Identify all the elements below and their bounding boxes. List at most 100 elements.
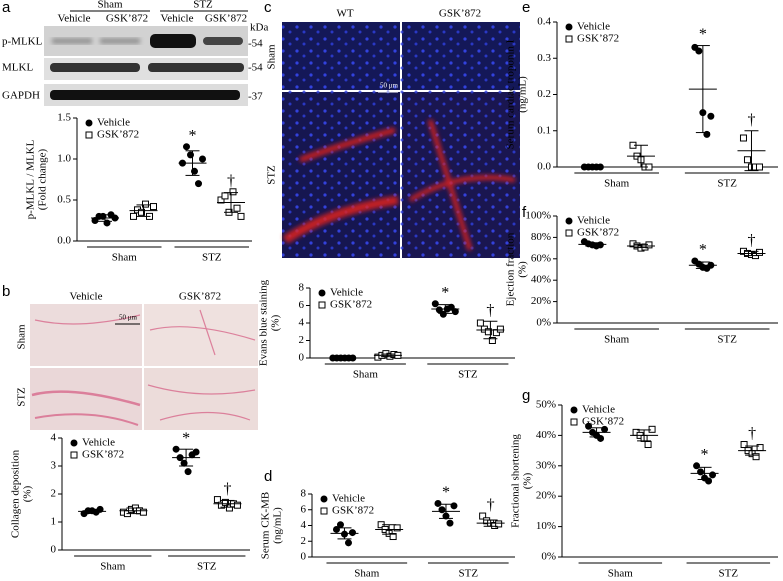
y-axis-label: (ng/mL) bbox=[272, 507, 284, 544]
data-point bbox=[344, 539, 352, 547]
legend-label: Vehicle bbox=[330, 287, 363, 299]
legend-marker bbox=[318, 301, 326, 309]
legend-label: GSK’872 bbox=[582, 416, 624, 428]
histology-b: Vehicle GSK’872 Sham STZ 50 μm bbox=[16, 291, 258, 430]
x-tick-label: STZ bbox=[717, 334, 737, 346]
data-point bbox=[184, 468, 192, 476]
y-axis-label: (ng/mL) bbox=[517, 76, 529, 113]
legend-marker bbox=[565, 229, 573, 237]
y-tick-label: 100% bbox=[525, 210, 551, 222]
legend-label: Vehicle bbox=[82, 437, 115, 449]
data-point bbox=[438, 506, 446, 514]
data-point bbox=[150, 203, 157, 211]
blot-group: Sham bbox=[97, 0, 123, 11]
y-axis-label: p-MLKL / MLKL bbox=[25, 139, 37, 219]
y-tick-label: 0.5 bbox=[57, 194, 71, 206]
y-tick-label: 2 bbox=[301, 535, 307, 547]
blot-row-label: p-MLKL bbox=[2, 36, 43, 48]
blot-row-label: MLKL bbox=[2, 62, 33, 74]
data-point bbox=[709, 471, 717, 479]
data-point bbox=[221, 192, 229, 200]
data-point bbox=[217, 196, 225, 204]
y-tick-label: 0.0 bbox=[57, 235, 71, 247]
data-point bbox=[142, 200, 149, 208]
x-tick-label: STZ bbox=[202, 252, 222, 264]
data-point bbox=[697, 468, 705, 476]
y-tick-label: 40% bbox=[531, 274, 551, 286]
image-row: STZ bbox=[266, 165, 278, 185]
y-axis-label: Serum CK-MB bbox=[260, 492, 272, 560]
significance: * bbox=[182, 430, 190, 447]
data-point bbox=[752, 453, 760, 461]
data-point bbox=[755, 163, 763, 171]
y-axis-label: Collagen deposition bbox=[10, 449, 22, 538]
data-point bbox=[221, 498, 229, 506]
y-tick-label: 1.0 bbox=[57, 153, 71, 165]
y-tick-label: 4 bbox=[299, 317, 305, 329]
y-tick-label: 0.1 bbox=[537, 124, 551, 136]
legend-marker bbox=[570, 418, 578, 426]
blot-marker: -54 bbox=[248, 62, 263, 74]
data-point bbox=[138, 208, 145, 216]
legend-label: Vehicle bbox=[332, 493, 365, 505]
panel-label: c bbox=[264, 0, 272, 16]
y-tick-label: 20% bbox=[536, 490, 556, 502]
data-point bbox=[739, 134, 747, 142]
data-point bbox=[645, 241, 653, 249]
y-tick-label: 50% bbox=[536, 399, 556, 411]
y-tick-label: 10% bbox=[536, 520, 556, 532]
data-point bbox=[740, 441, 748, 449]
data-point bbox=[693, 462, 701, 470]
x-tick-label: STZ bbox=[458, 369, 478, 381]
data-point bbox=[192, 448, 200, 456]
panel-label: a bbox=[2, 0, 11, 16]
y-axis-label: Evans blue staining bbox=[258, 279, 270, 366]
data-point bbox=[389, 533, 397, 541]
histology-c: WT GSK’872 Sham STZ 50 μm bbox=[266, 8, 520, 258]
data-point bbox=[707, 112, 715, 120]
legend-marker bbox=[565, 217, 573, 225]
data-point bbox=[130, 212, 137, 220]
y-axis-label: (Fold change) bbox=[37, 148, 49, 210]
significance: * bbox=[701, 446, 709, 463]
data-point bbox=[648, 425, 656, 433]
significance: † bbox=[747, 111, 755, 128]
significance: † bbox=[747, 232, 755, 249]
data-point bbox=[233, 204, 241, 212]
y-tick-label: 3 bbox=[51, 460, 57, 472]
blot-group: STZ bbox=[193, 0, 213, 11]
data-point bbox=[172, 445, 180, 453]
lane-label: GSK’872 bbox=[205, 13, 247, 25]
data-point bbox=[91, 217, 99, 224]
data-point bbox=[597, 434, 605, 442]
blot-row-label: GAPDH bbox=[2, 90, 40, 102]
image-row: Sham bbox=[266, 44, 278, 70]
y-tick-label: 0.2 bbox=[537, 88, 551, 100]
image-column: WT bbox=[336, 8, 353, 20]
y-tick-label: 60% bbox=[531, 252, 551, 264]
significance: * bbox=[189, 127, 197, 144]
y-tick-label: 0% bbox=[536, 317, 551, 329]
y-tick-label: 0 bbox=[51, 544, 57, 556]
blot-unit: kDa bbox=[250, 22, 268, 34]
data-point bbox=[488, 337, 496, 344]
significance: † bbox=[486, 302, 494, 319]
y-axis-label: (%) bbox=[522, 472, 534, 489]
x-tick-label: Sham bbox=[604, 178, 630, 190]
image-row: Sham bbox=[16, 324, 28, 350]
significance: † bbox=[748, 425, 756, 442]
lane-label: GSK’872 bbox=[106, 13, 148, 25]
significance: † bbox=[223, 480, 231, 497]
y-tick-label: 8 bbox=[299, 282, 305, 294]
legend-marker bbox=[70, 439, 78, 447]
legend-label: Vehicle bbox=[97, 117, 130, 129]
legend-marker bbox=[565, 35, 573, 43]
legend-label: GSK’872 bbox=[577, 33, 619, 45]
data-point bbox=[476, 319, 484, 327]
y-tick-label: 4 bbox=[301, 519, 307, 531]
data-point bbox=[479, 512, 487, 520]
scale-bar: 50 μm bbox=[119, 314, 138, 322]
blot-marker: -54 bbox=[248, 38, 263, 50]
data-point bbox=[495, 520, 503, 528]
